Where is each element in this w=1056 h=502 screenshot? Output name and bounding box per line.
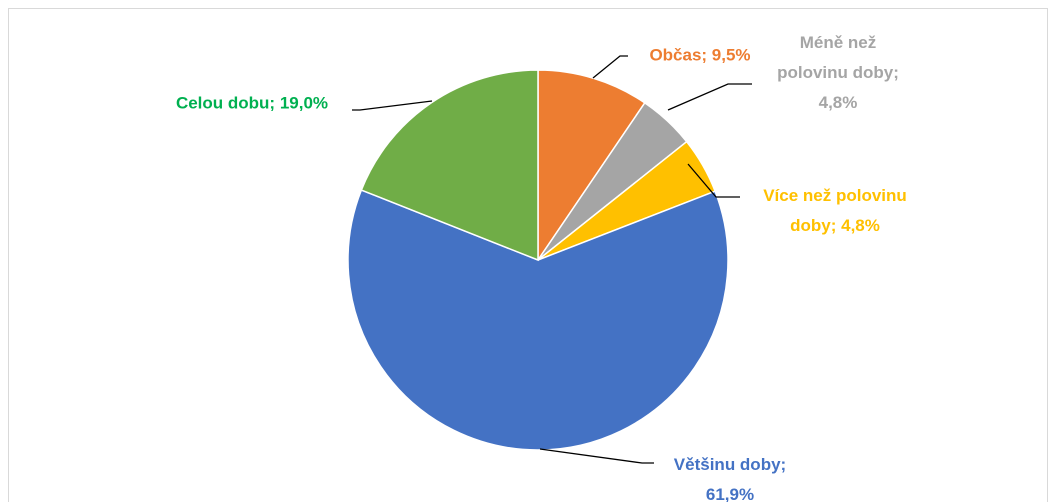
leader-line xyxy=(687,163,740,198)
pie-slice xyxy=(347,189,729,451)
data-label: Většinu doby; 61,9% xyxy=(674,455,786,502)
pie-slice xyxy=(537,69,646,263)
data-label: Celou dobu; 19,0% xyxy=(176,93,328,112)
data-label: Méně než polovinu doby; 4,8% xyxy=(777,33,899,112)
leader-line xyxy=(667,83,752,111)
leader-line xyxy=(592,55,628,79)
data-label: Občas; 9,5% xyxy=(649,45,750,64)
data-label: Více než polovinu doby; 4,8% xyxy=(763,186,907,235)
pie-slice xyxy=(360,69,539,262)
leader-line xyxy=(539,448,654,464)
leader-line xyxy=(352,100,433,111)
